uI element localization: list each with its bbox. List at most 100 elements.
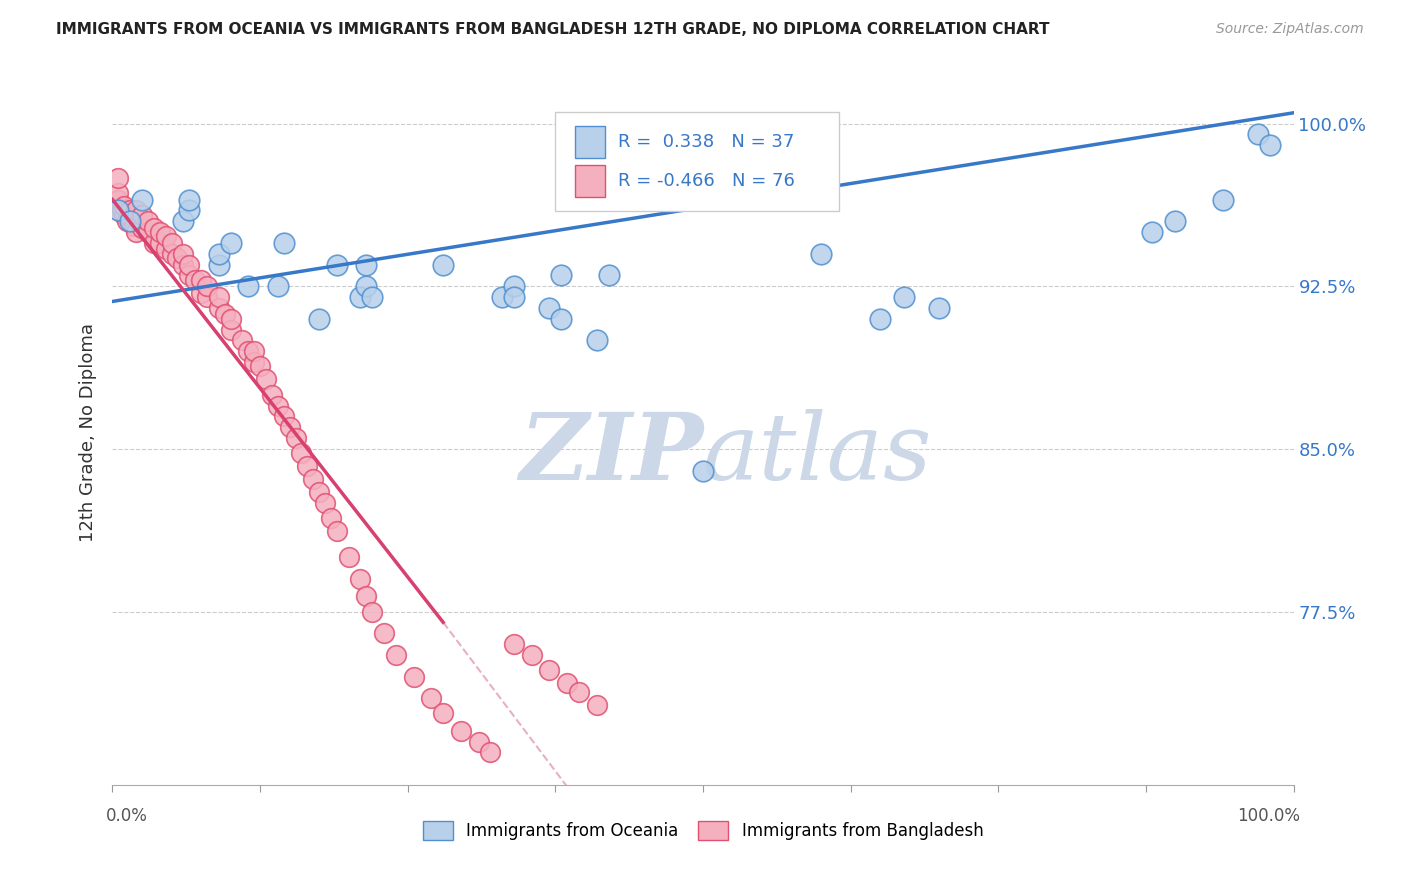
Point: [172, 214, 194, 228]
Point: [432, 258, 454, 272]
FancyBboxPatch shape: [575, 126, 605, 158]
Point: [179, 258, 201, 272]
Point: [149, 235, 172, 250]
Point: [172, 246, 194, 260]
Point: [349, 290, 371, 304]
Point: [538, 301, 561, 315]
Point: [243, 355, 266, 369]
Point: [131, 193, 153, 207]
Point: [402, 669, 425, 683]
Point: [136, 214, 159, 228]
Point: [278, 420, 301, 434]
Point: [254, 372, 277, 386]
Point: [385, 648, 408, 662]
Point: [308, 485, 330, 500]
Point: [195, 290, 218, 304]
Point: [179, 203, 201, 218]
Point: [1140, 225, 1163, 239]
Point: [219, 323, 242, 337]
Point: [238, 279, 260, 293]
Point: [356, 590, 378, 604]
Point: [160, 235, 183, 250]
Point: [928, 301, 950, 315]
Point: [284, 431, 307, 445]
Point: [125, 225, 148, 239]
Text: atlas: atlas: [703, 409, 932, 499]
Point: [373, 626, 395, 640]
Point: [107, 170, 129, 185]
Point: [166, 251, 188, 265]
Point: [319, 511, 342, 525]
Point: [598, 268, 620, 283]
Point: [1247, 128, 1270, 142]
Point: [267, 279, 290, 293]
Point: [120, 210, 142, 224]
Text: 0.0%: 0.0%: [105, 807, 148, 825]
Point: [520, 648, 543, 662]
Point: [136, 225, 159, 239]
Point: [155, 243, 177, 257]
Point: [550, 311, 572, 326]
Point: [120, 203, 142, 218]
Point: [107, 203, 129, 218]
Point: [131, 220, 153, 235]
Point: [337, 550, 360, 565]
Point: [869, 311, 891, 326]
Point: [179, 193, 201, 207]
Point: [112, 199, 135, 213]
Point: [585, 698, 607, 712]
Point: [550, 268, 572, 283]
Point: [356, 258, 378, 272]
Point: [420, 691, 443, 706]
Point: [273, 235, 295, 250]
Point: [195, 279, 218, 293]
Point: [297, 459, 319, 474]
Point: [267, 399, 290, 413]
Point: [893, 290, 915, 304]
Point: [131, 208, 153, 222]
Point: [503, 290, 526, 304]
Point: [120, 214, 142, 228]
Point: [356, 279, 378, 293]
Point: [190, 273, 212, 287]
Point: [450, 723, 472, 738]
Point: [273, 409, 295, 424]
Point: [1258, 138, 1281, 153]
Point: [208, 246, 231, 260]
Point: [260, 387, 283, 401]
Text: ZIP: ZIP: [519, 409, 703, 499]
Y-axis label: 12th Grade, No Diploma: 12th Grade, No Diploma: [79, 323, 97, 542]
Point: [184, 273, 207, 287]
Point: [432, 706, 454, 721]
Point: [308, 311, 330, 326]
Point: [249, 359, 271, 374]
Point: [361, 605, 384, 619]
Text: R =  0.338   N = 37: R = 0.338 N = 37: [619, 133, 794, 151]
Point: [810, 246, 832, 260]
Point: [122, 219, 145, 233]
Point: [107, 203, 129, 218]
Point: [219, 311, 242, 326]
Text: 100.0%: 100.0%: [1237, 807, 1301, 825]
Point: [503, 637, 526, 651]
Point: [238, 344, 260, 359]
Point: [326, 524, 349, 539]
Point: [361, 290, 384, 304]
Point: [179, 268, 201, 283]
Point: [115, 214, 138, 228]
Point: [243, 344, 266, 359]
Point: [142, 235, 165, 250]
Point: [208, 301, 231, 315]
Text: R = -0.466   N = 76: R = -0.466 N = 76: [619, 172, 794, 190]
Point: [302, 472, 325, 486]
Point: [585, 334, 607, 348]
Point: [538, 663, 561, 677]
Point: [568, 684, 591, 698]
Point: [503, 279, 526, 293]
Point: [172, 258, 194, 272]
Point: [231, 334, 253, 348]
Point: [479, 746, 502, 760]
FancyBboxPatch shape: [555, 112, 839, 211]
Point: [555, 676, 578, 690]
FancyBboxPatch shape: [575, 165, 605, 196]
